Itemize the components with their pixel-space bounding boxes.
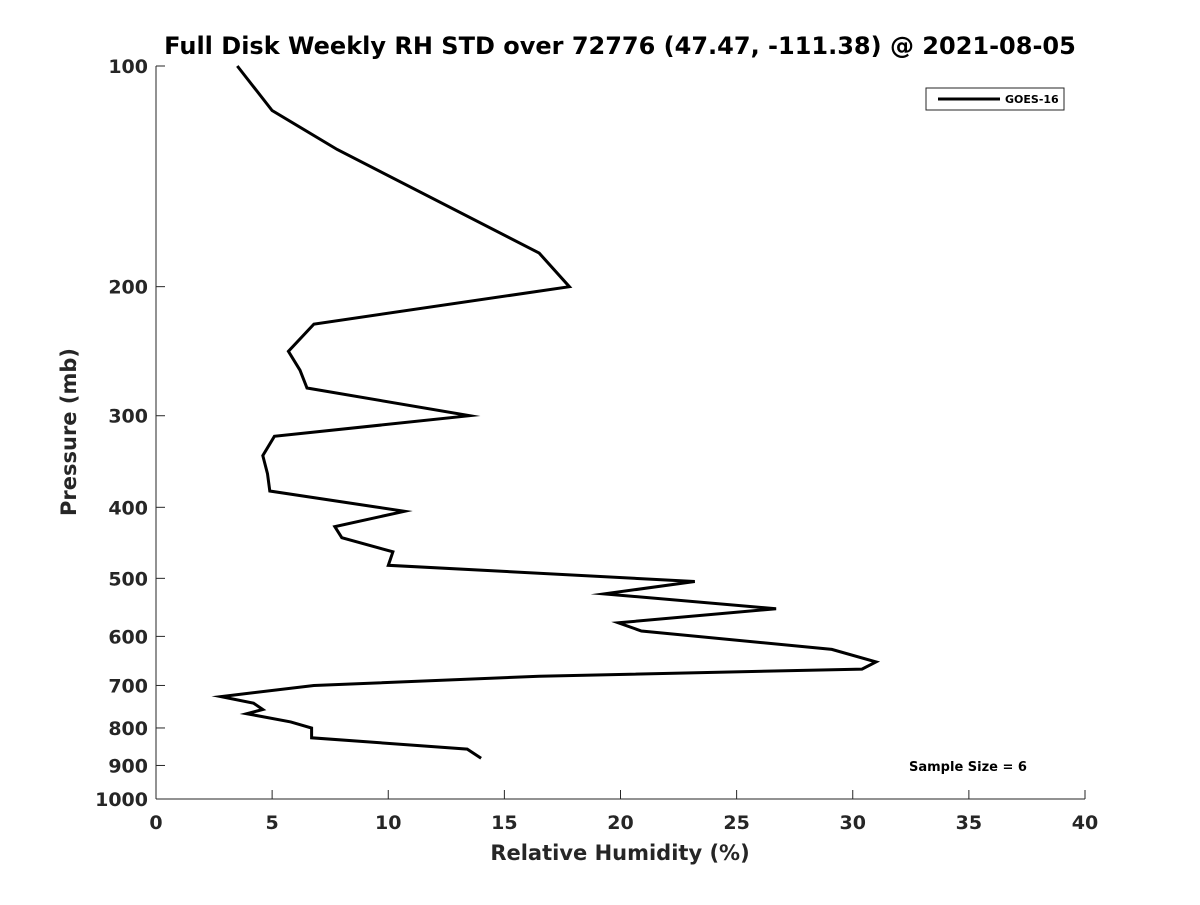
y-axis-ticks: 100 200 300 400 500 600 700 800 900 1000 xyxy=(95,56,165,811)
x-tick-label: 35 xyxy=(956,812,982,834)
y-tick-label: 400 xyxy=(108,497,148,519)
x-tick-label: 20 xyxy=(607,812,633,834)
y-axis-label: Pressure (mb) xyxy=(57,348,81,516)
series-layer xyxy=(211,65,881,760)
x-tick-label: 10 xyxy=(375,812,401,834)
y-tick-label: 900 xyxy=(108,755,148,777)
y-tick-label: 700 xyxy=(108,675,148,697)
chart-title: Full Disk Weekly RH STD over 72776 (47.4… xyxy=(164,32,1076,60)
x-tick-label: 5 xyxy=(266,812,279,834)
x-axis-ticks: 0 5 10 15 20 25 30 35 40 xyxy=(149,790,1098,834)
legend-label-goes-16: GOES-16 xyxy=(1005,93,1059,106)
series-line-goes-16 xyxy=(211,65,881,760)
legend: GOES-16 xyxy=(925,87,1065,111)
y-tick-label: 300 xyxy=(108,406,148,428)
x-axis-label: Relative Humidity (%) xyxy=(490,841,749,865)
y-tick-label: 200 xyxy=(108,277,148,299)
x-tick-label: 30 xyxy=(840,812,866,834)
y-tick-label: 100 xyxy=(108,56,148,78)
x-tick-label: 25 xyxy=(723,812,749,834)
sample-size-annotation: Sample Size = 6 xyxy=(909,760,1027,775)
x-tick-label: 15 xyxy=(491,812,517,834)
y-tick-label: 1000 xyxy=(95,789,148,811)
y-tick-label: 800 xyxy=(108,718,148,740)
y-tick-label: 600 xyxy=(108,626,148,648)
x-tick-label: 40 xyxy=(1072,812,1098,834)
x-tick-label: 0 xyxy=(149,812,162,834)
y-tick-label: 500 xyxy=(108,568,148,590)
